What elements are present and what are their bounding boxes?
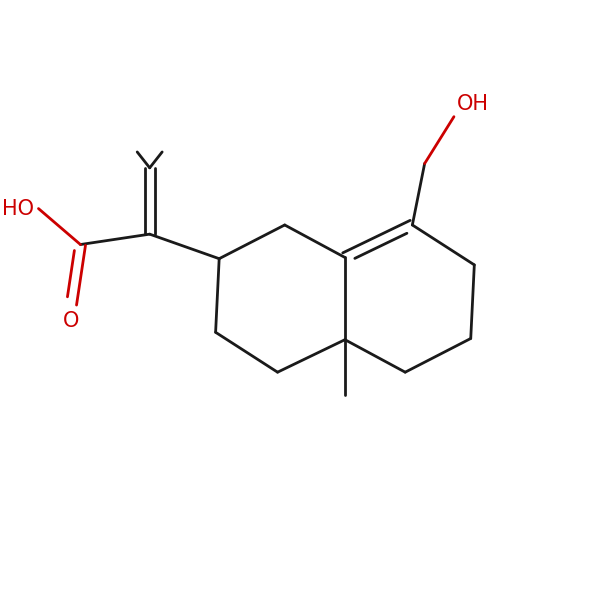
Text: HO: HO [2, 199, 34, 218]
Text: O: O [63, 311, 80, 331]
Text: OH: OH [457, 94, 489, 114]
